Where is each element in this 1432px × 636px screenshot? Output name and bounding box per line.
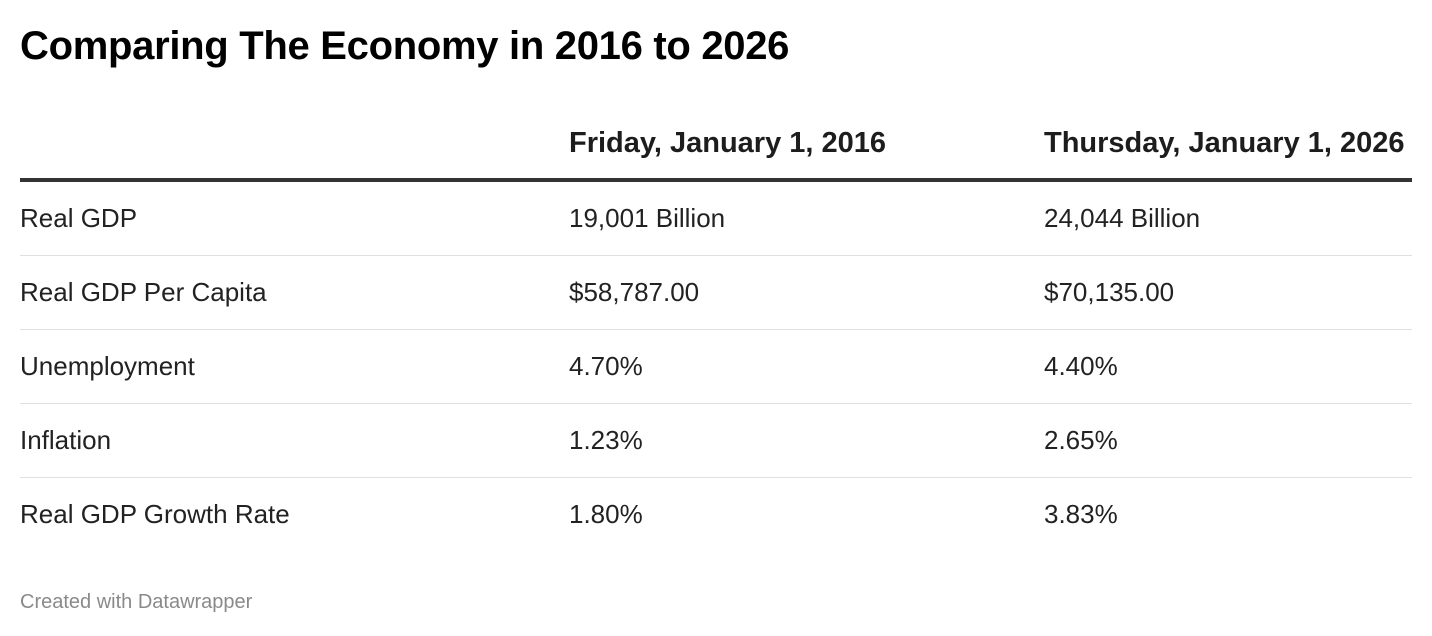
table-cell: $70,135.00: [1044, 277, 1175, 307]
table-cell: 19,001 Billion: [569, 203, 726, 233]
title: Comparing The Economy in 2016 to 2026: [20, 24, 790, 68]
row-label: Real GDP Per Capita: [20, 277, 267, 307]
footer: Created with Datawrapper: [20, 591, 253, 613]
table-cell: 1.23%: [569, 425, 643, 455]
row-divider: [20, 403, 1412, 404]
table-cell: 4.70%: [569, 351, 643, 381]
table-cell: 3.83%: [1044, 499, 1118, 529]
row-label: Inflation: [20, 425, 112, 455]
header-rule: [20, 178, 1412, 182]
table-cell: 4.40%: [1044, 351, 1118, 381]
table-cell: 2.65%: [1044, 425, 1118, 455]
row-divider: [20, 255, 1412, 256]
table-cell: 1.80%: [569, 499, 643, 529]
row-divider: [20, 329, 1412, 330]
column-header: Friday, January 1, 2016: [569, 127, 887, 159]
row-label: Real GDP Growth Rate: [20, 499, 290, 529]
table-cell: $58,787.00: [569, 277, 700, 307]
row-label: Unemployment: [20, 351, 195, 381]
column-header: Thursday, January 1, 2026: [1044, 127, 1405, 159]
row-label: Real GDP: [20, 203, 138, 233]
row-divider: [20, 477, 1412, 478]
table-cell: 24,044 Billion: [1044, 203, 1201, 233]
